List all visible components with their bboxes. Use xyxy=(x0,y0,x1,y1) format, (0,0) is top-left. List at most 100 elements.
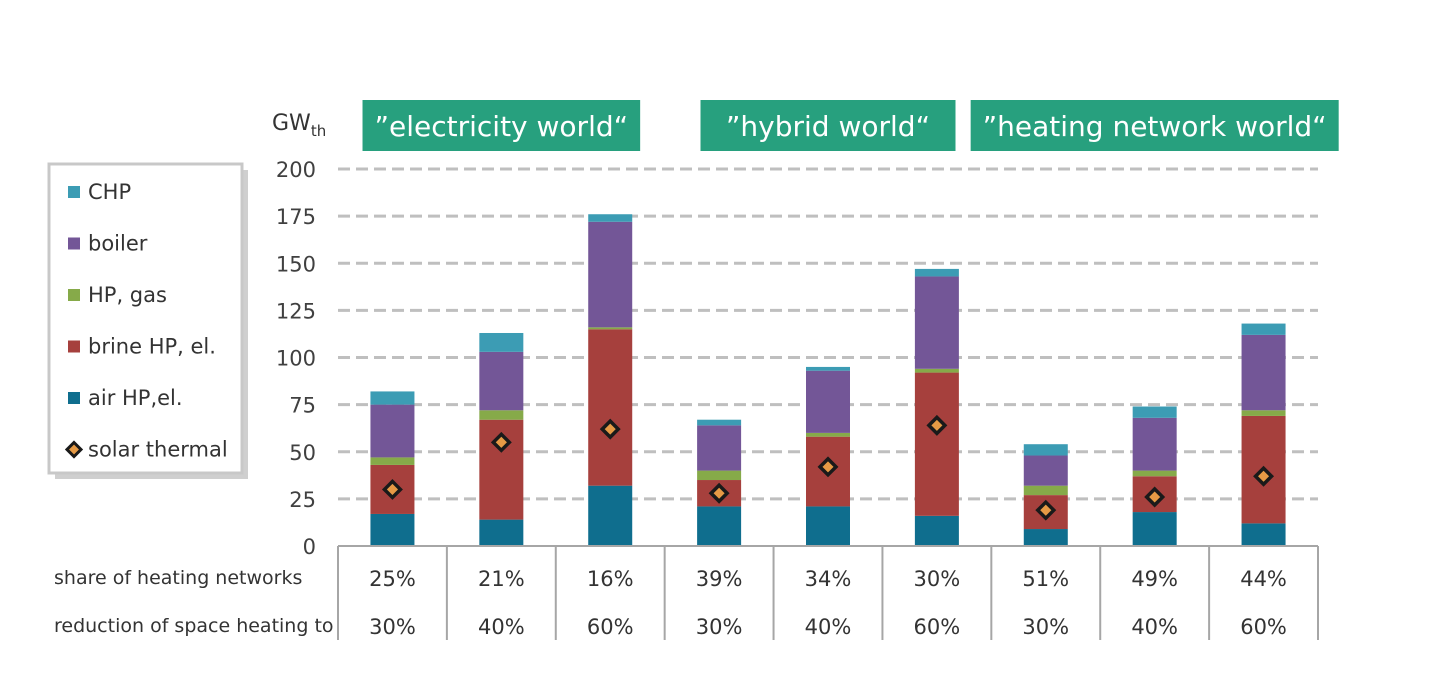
y-tick-label-175: 175 xyxy=(276,205,316,229)
bar-hp-gas-5 xyxy=(914,368,959,373)
y-axis-unit-label: GWth xyxy=(272,111,326,140)
legend: CHP boiler HP, gas brine HP, el. air HP,el. s… xyxy=(47,162,248,479)
bar-brine-hp-el--5 xyxy=(914,372,959,516)
scenario-banner-label-0: ”electricity world“ xyxy=(375,110,629,143)
scenario-banner-2 xyxy=(970,100,1339,151)
bar-boiler-5 xyxy=(914,276,959,369)
bar-chp-0 xyxy=(370,391,415,405)
y-tick-label-75: 75 xyxy=(289,394,316,418)
bar-hp-gas-7 xyxy=(1132,470,1177,477)
table-cell-0-2: 16% xyxy=(587,567,634,591)
bar-air-hp-el--2 xyxy=(588,485,633,546)
table-cell-1-5: 60% xyxy=(914,615,961,639)
bar-chp-6 xyxy=(1023,444,1068,456)
legend-swatch-hp-gas xyxy=(68,289,80,301)
bar-chp-4 xyxy=(806,366,850,371)
scenario-banners: ”electricity world“ ”hybrid world“ ”heatin… xyxy=(362,100,1339,151)
y-tick-label-200: 200 xyxy=(276,158,316,182)
bar-air-hp-el--3 xyxy=(697,506,742,546)
bar-hp-gas-0 xyxy=(370,457,415,465)
solar-thermal-marker-6 xyxy=(1035,499,1057,521)
table-cell-1-1: 40% xyxy=(478,615,525,639)
bar-air-hp-el--5 xyxy=(914,515,959,546)
table-cell-0-5: 30% xyxy=(914,567,961,591)
bar-chp-8 xyxy=(1241,323,1286,335)
legend-swatch-air-hp-el- xyxy=(68,392,80,404)
table-cell-0-7: 49% xyxy=(1131,567,1178,591)
bar-hp-gas-3 xyxy=(697,470,742,481)
table-cell-0-3: 39% xyxy=(696,567,743,591)
bar-chp-2 xyxy=(588,214,633,222)
table-cell-1-6: 30% xyxy=(1022,615,1069,639)
legend-label-solar-thermal: solar thermal xyxy=(88,438,228,462)
solar-thermal-marker-3 xyxy=(708,482,730,504)
table-cell-1-7: 40% xyxy=(1131,615,1178,639)
bar-air-hp-el--1 xyxy=(479,519,524,546)
legend-swatch-solar-thermal xyxy=(64,440,84,459)
solar-thermal-marker-5 xyxy=(926,414,948,436)
y-axis-unit-sub: th xyxy=(311,122,326,140)
bar-boiler-3 xyxy=(697,425,742,471)
y-tick-label-150: 150 xyxy=(276,252,316,276)
y-tick-label-100: 100 xyxy=(276,347,316,371)
solar-thermal-markers xyxy=(381,414,1275,521)
table-cell-0-0: 25% xyxy=(369,567,416,591)
solar-thermal-marker-0 xyxy=(381,478,403,500)
table-cell-0-8: 44% xyxy=(1240,567,1287,591)
bar-hp-gas-4 xyxy=(806,432,850,437)
bar-air-hp-el--4 xyxy=(806,506,850,546)
bar-air-hp-el--0 xyxy=(370,513,415,546)
bar-boiler-4 xyxy=(806,370,850,433)
legend-box xyxy=(47,162,244,475)
bar-air-hp-el--7 xyxy=(1132,512,1177,546)
table-cell-1-3: 30% xyxy=(696,615,743,639)
bar-air-hp-el--6 xyxy=(1023,529,1068,546)
table-cell-0-6: 51% xyxy=(1022,567,1069,591)
scenario-banner-1 xyxy=(700,100,956,151)
bar-boiler-6 xyxy=(1023,455,1068,486)
solar-thermal-marker-1 xyxy=(490,431,512,453)
table-cell-0-4: 34% xyxy=(805,567,852,591)
table-cell-1-0: 30% xyxy=(369,615,416,639)
solar-thermal-marker-2 xyxy=(599,418,621,440)
bar-boiler-2 xyxy=(588,221,633,328)
legend-label-boiler: boiler xyxy=(88,232,148,256)
bar-boiler-8 xyxy=(1241,334,1286,411)
legend-swatch-boiler xyxy=(68,237,80,250)
y-tick-label-0: 0 xyxy=(303,535,316,559)
legend-swatch-brine-hp-el- xyxy=(68,340,80,353)
bar-hp-gas-1 xyxy=(479,410,524,420)
bar-chp-1 xyxy=(479,332,524,352)
solar-thermal-marker-8 xyxy=(1253,465,1275,487)
y-axis-ticks: 0 25 50 75 100 125 150 175 200 xyxy=(276,158,316,559)
bar-boiler-7 xyxy=(1132,417,1177,471)
table-cell-0-1: 21% xyxy=(478,567,525,591)
table-cell-1-2: 60% xyxy=(587,615,634,639)
solar-thermal-marker-7 xyxy=(1144,486,1166,508)
bar-chp-7 xyxy=(1132,406,1177,418)
bars xyxy=(370,214,1286,546)
bar-air-hp-el--8 xyxy=(1241,523,1286,546)
y-tick-label-25: 25 xyxy=(289,488,316,512)
scenario-banner-label-2: ”heating network world“ xyxy=(983,110,1327,143)
bar-chp-5 xyxy=(914,268,959,277)
bar-brine-hp-el--2 xyxy=(588,329,633,486)
bar-hp-gas-6 xyxy=(1023,485,1068,496)
legend-label-brine-hp-el-: brine HP, el. xyxy=(88,335,216,359)
legend-swatch-chp xyxy=(68,186,80,198)
y-tick-label-125: 125 xyxy=(276,299,316,323)
legend-label-air-hp-el-: air HP,el. xyxy=(88,386,183,410)
solar-thermal-marker-4 xyxy=(817,456,839,478)
bar-chp-3 xyxy=(697,419,742,426)
y-tick-label-50: 50 xyxy=(289,441,316,465)
bar-boiler-1 xyxy=(479,351,524,411)
bar-boiler-0 xyxy=(370,404,415,458)
scenario-banner-label-1: ”hybrid world“ xyxy=(726,110,930,143)
y-axis-unit-main: GW xyxy=(272,111,311,136)
table-row-label-0: share of heating networks xyxy=(54,567,302,589)
table-cell-1-8: 60% xyxy=(1240,615,1287,639)
bar-hp-gas-2 xyxy=(588,327,633,330)
table-row-label-1: reduction of space heating to xyxy=(54,615,334,637)
category-table: share of heating networks 25% 21% 16% 39% 34%… xyxy=(54,545,1319,640)
